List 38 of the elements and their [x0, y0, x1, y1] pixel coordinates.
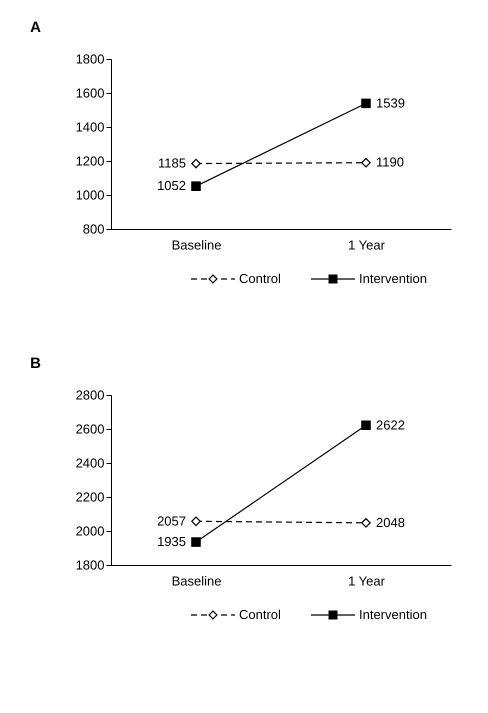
data-label: 1935 — [157, 534, 186, 550]
point — [191, 181, 201, 191]
data-label: 2057 — [157, 513, 186, 528]
x-tick-label: Baseline — [172, 574, 222, 588]
y-tick-label: 2600 — [76, 422, 104, 436]
legend-label: Control — [239, 607, 282, 622]
y-tick-label: 2200 — [76, 490, 104, 504]
legend-label: Intervention — [359, 271, 427, 286]
point — [361, 420, 371, 430]
y-tick-label: 1400 — [76, 120, 104, 134]
y-tick-label: 1800 — [76, 52, 104, 66]
y-tick-label: 1200 — [76, 154, 104, 168]
y-tick-label: 1800 — [76, 558, 104, 572]
point — [191, 516, 201, 526]
point — [361, 158, 371, 168]
data-label: 1190 — [376, 154, 404, 170]
y-tick-label: 2800 — [76, 388, 104, 402]
legend-label: Control — [239, 271, 282, 286]
point — [361, 518, 371, 528]
data-label: 1539 — [376, 95, 405, 110]
y-tick-label: 1600 — [76, 86, 104, 100]
point — [191, 537, 201, 547]
point — [361, 98, 371, 108]
x-tick-label: Baseline — [172, 238, 222, 252]
data-label: 1052 — [157, 178, 186, 194]
chart-title: A — [30, 19, 42, 36]
data-label: 2622 — [376, 417, 405, 432]
y-tick-label: 2400 — [76, 456, 104, 470]
y-tick-label: 2000 — [76, 524, 104, 538]
y-tick-label: 1000 — [76, 188, 104, 202]
x-tick-label: 1 Year — [348, 238, 386, 252]
legend-label: Intervention — [359, 607, 427, 622]
x-tick-label: 1 Year — [348, 574, 386, 588]
point — [191, 158, 201, 168]
data-label: 2048 — [376, 514, 405, 530]
y-tick-label: 800 — [82, 222, 104, 236]
data-label: 1185 — [158, 156, 186, 171]
chart-title: B — [30, 355, 42, 372]
